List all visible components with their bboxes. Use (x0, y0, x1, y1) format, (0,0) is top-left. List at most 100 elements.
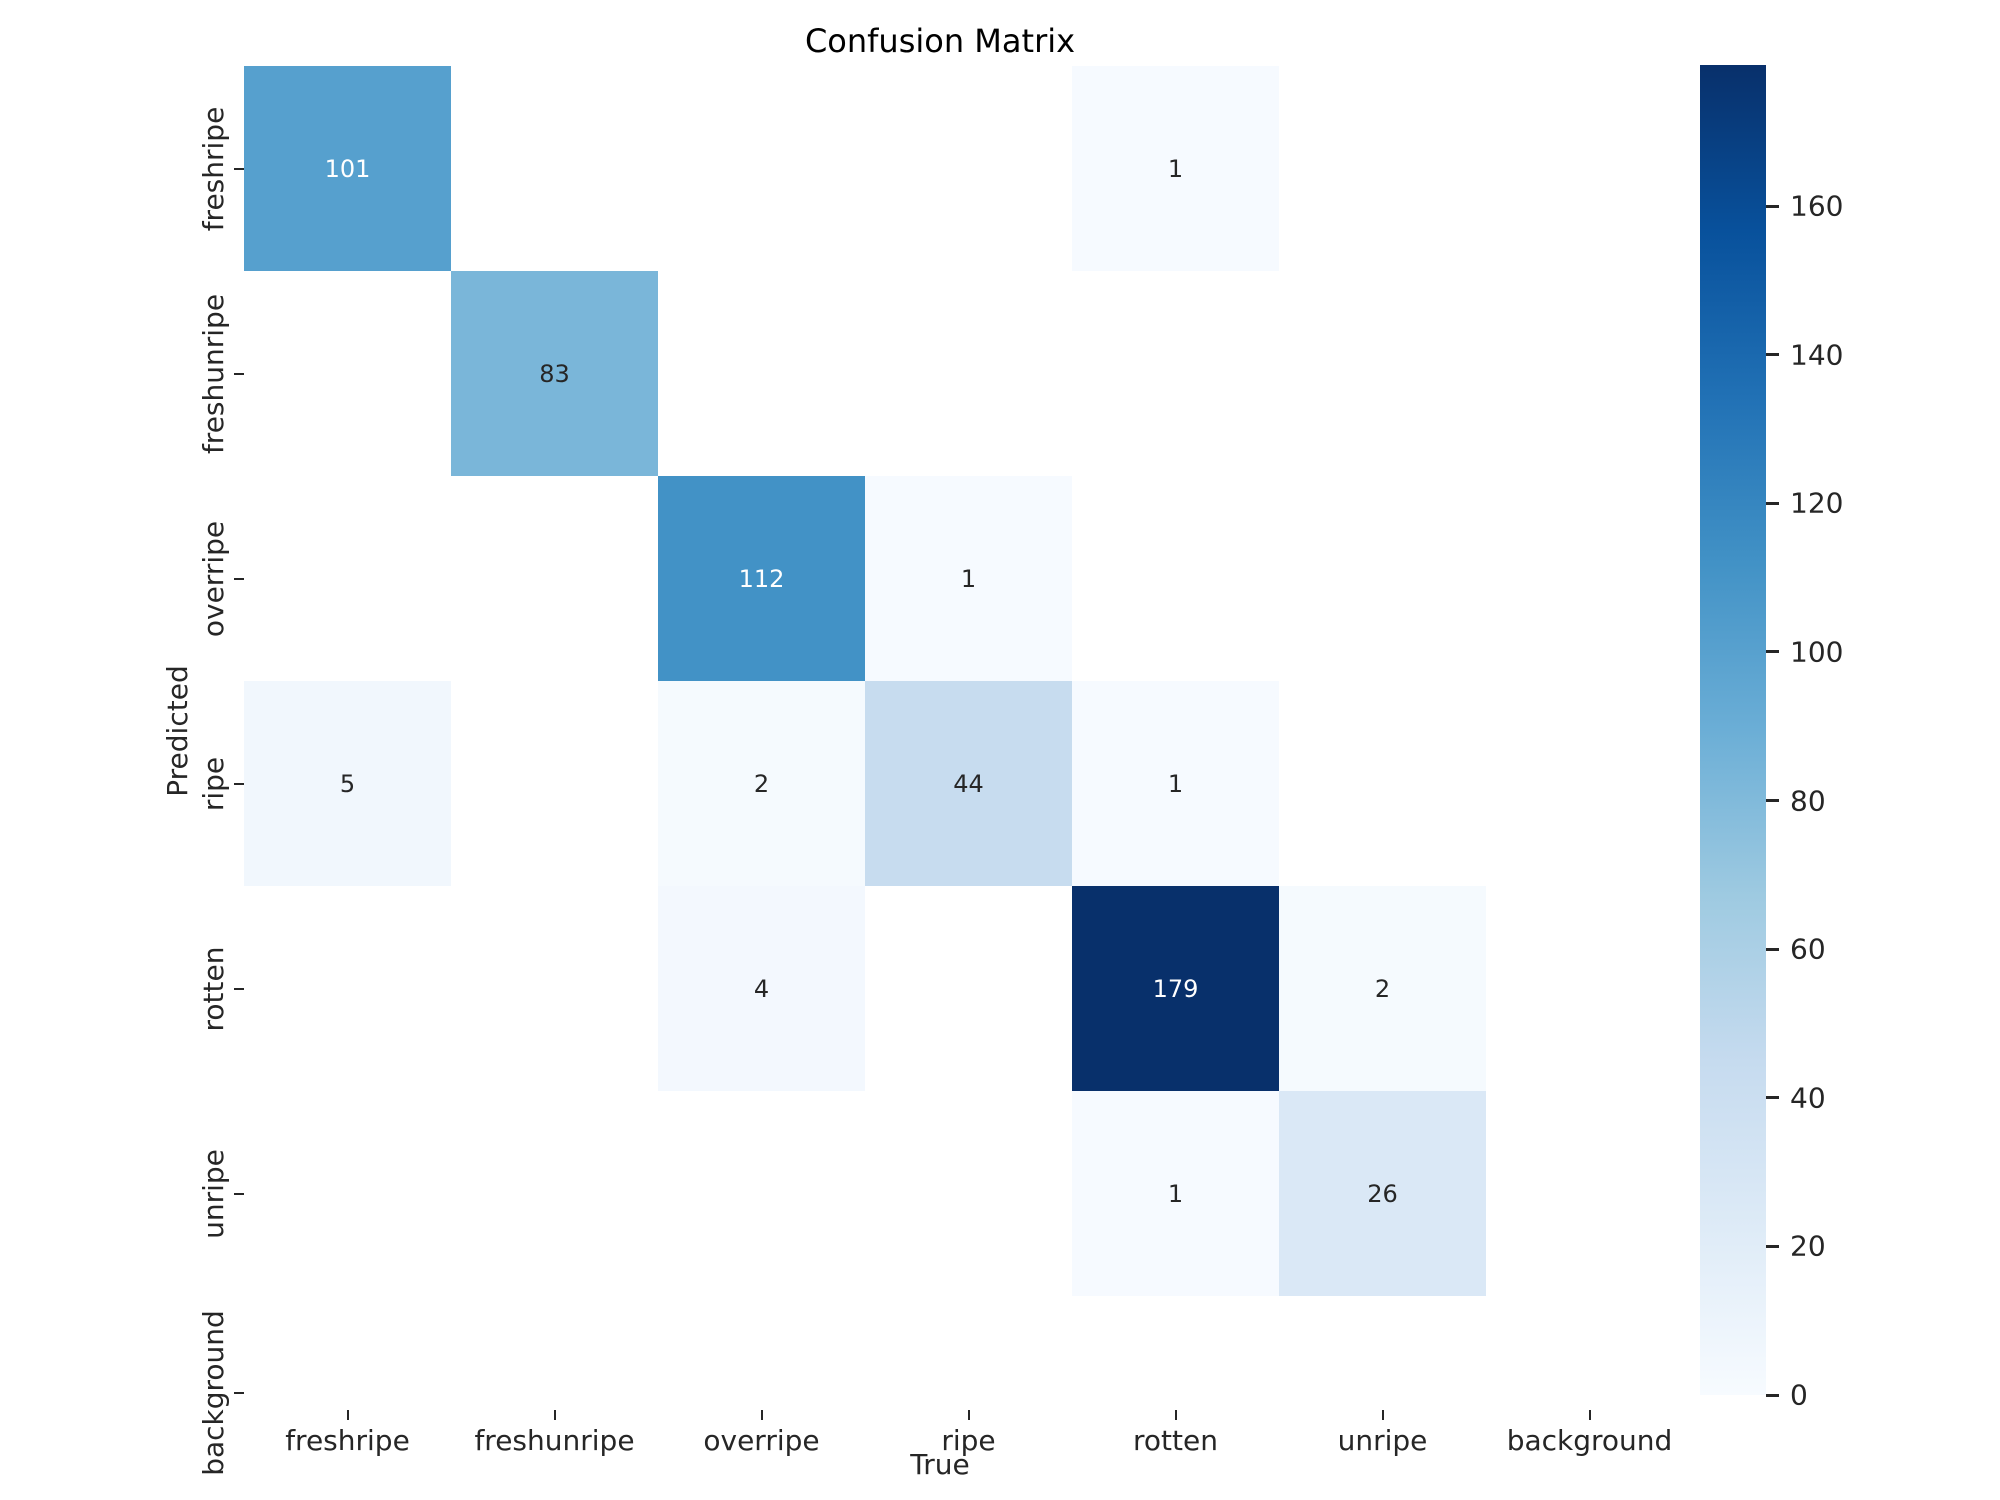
heatmap-cell-freshripe-unripe (1279, 66, 1486, 271)
y-tick-mark (234, 167, 244, 170)
heatmap-cell-unripe-freshunripe (451, 1091, 658, 1296)
cell-value: 44 (953, 769, 984, 798)
y-tick-label-background: background (197, 1310, 230, 1476)
colorbar-tick-label-80: 80 (1790, 784, 1826, 818)
heatmap-grid: 101 1 83 112 1 5 2 44 1 4 179 2 1 26 (244, 66, 1693, 1410)
colorbar (1700, 65, 1766, 1395)
heatmap-cell-overripe-freshunripe (451, 476, 658, 681)
cell-value: 1 (960, 564, 977, 593)
colorbar-tick-label-20: 20 (1790, 1229, 1826, 1263)
colorbar-tick-mark (1766, 204, 1779, 208)
x-tick-label-ripe: ripe (941, 1424, 996, 1457)
colorbar-tick-label-40: 40 (1790, 1081, 1826, 1115)
heatmap-cell-unripe-rotten: 1 (1072, 1091, 1279, 1296)
x-axis-label: True (910, 1448, 970, 1481)
x-tick-mark (1174, 1410, 1177, 1420)
colorbar-tick-label-0: 0 (1790, 1378, 1808, 1412)
heatmap-cell-ripe-background (1486, 681, 1693, 886)
colorbar-tick-mark (1766, 947, 1779, 951)
x-tick-label-overripe: overripe (703, 1424, 820, 1457)
x-tick-label-unripe: unripe (1337, 1424, 1428, 1457)
x-tick-label-background: background (1506, 1424, 1673, 1457)
y-tick-label-ripe: ripe (197, 756, 230, 811)
x-tick-mark (1381, 1410, 1384, 1420)
heatmap-cell-freshunripe-ripe (865, 271, 1072, 476)
heatmap-cell-ripe-overripe: 2 (658, 681, 865, 886)
heatmap-cell-rotten-unripe: 2 (1279, 886, 1486, 1091)
heatmap-cell-overripe-freshripe (244, 476, 451, 681)
x-tick-mark (760, 1410, 763, 1420)
x-tick-label-freshripe: freshripe (285, 1424, 410, 1457)
chart-title: Confusion Matrix (804, 22, 1076, 60)
heatmap-cell-freshunripe-overripe (658, 271, 865, 476)
heatmap-cell-unripe-overripe (658, 1091, 865, 1296)
heatmap-cell-ripe-unripe (1279, 681, 1486, 886)
heatmap-cell-freshunripe-freshripe (244, 271, 451, 476)
colorbar-tick-label-120: 120 (1790, 486, 1844, 520)
x-tick-label-freshunripe: freshunripe (474, 1424, 635, 1457)
y-tick-mark (234, 372, 244, 375)
heatmap-cell-freshunripe-freshunripe: 83 (451, 271, 658, 476)
heatmap-cell-freshripe-background (1486, 66, 1693, 271)
heatmap-cell-ripe-rotten: 1 (1072, 681, 1279, 886)
y-tick-mark (234, 1192, 244, 1195)
cell-value: 2 (753, 769, 770, 798)
colorbar-tick-mark (1766, 1393, 1779, 1397)
x-tick-label-rotten: rotten (1133, 1424, 1218, 1457)
y-tick-label-unripe: unripe (197, 1148, 230, 1239)
x-tick-mark (1588, 1410, 1591, 1420)
cell-value: 179 (1152, 974, 1199, 1003)
heatmap-cell-rotten-ripe (865, 886, 1072, 1091)
cell-value: 83 (539, 359, 570, 388)
heatmap-cell-overripe-rotten (1072, 476, 1279, 681)
y-tick-mark (234, 1392, 244, 1394)
y-tick-label-overripe: overripe (197, 520, 230, 637)
heatmap-cell-background-background (1486, 1296, 1693, 1410)
cell-value: 2 (1374, 974, 1391, 1003)
y-axis-label: Predicted (161, 665, 194, 797)
heatmap-cell-freshripe-rotten: 1 (1072, 66, 1279, 271)
heatmap-cell-freshunripe-unripe (1279, 271, 1486, 476)
heatmap-cell-rotten-freshunripe (451, 886, 658, 1091)
colorbar-tick-label-160: 160 (1790, 189, 1844, 223)
heatmap-cell-freshunripe-background (1486, 271, 1693, 476)
heatmap-cell-unripe-background (1486, 1091, 1693, 1296)
cell-value: 1 (1167, 1179, 1184, 1208)
heatmap-cell-rotten-overripe: 4 (658, 886, 865, 1091)
heatmap-cell-ripe-freshripe: 5 (244, 681, 451, 886)
heatmap-cell-background-unripe (1279, 1296, 1486, 1410)
cell-value: 1 (1167, 154, 1184, 183)
colorbar-tick-label-60: 60 (1790, 932, 1826, 966)
colorbar-tick-label-100: 100 (1790, 635, 1844, 669)
y-tick-mark (234, 987, 244, 990)
heatmap-cell-freshripe-freshripe: 101 (244, 66, 451, 271)
heatmap-cell-overripe-background (1486, 476, 1693, 681)
y-tick-label-rotten: rotten (197, 946, 230, 1031)
heatmap-cell-freshripe-overripe (658, 66, 865, 271)
heatmap-cell-rotten-rotten: 179 (1072, 886, 1279, 1091)
cell-value: 5 (339, 769, 356, 798)
cell-value: 4 (753, 974, 770, 1003)
cell-value: 1 (1167, 769, 1184, 798)
y-tick-mark (234, 577, 244, 580)
heatmap-cell-overripe-overripe: 112 (658, 476, 865, 681)
heatmap-cell-background-ripe (865, 1296, 1072, 1410)
cell-value: 26 (1367, 1179, 1398, 1208)
heatmap-cell-ripe-freshunripe (451, 681, 658, 886)
x-tick-mark (553, 1410, 556, 1420)
heatmap-cell-overripe-unripe (1279, 476, 1486, 681)
heatmap-cell-freshripe-ripe (865, 66, 1072, 271)
heatmap-cell-unripe-unripe: 26 (1279, 1091, 1486, 1296)
heatmap-cell-freshunripe-rotten (1072, 271, 1279, 476)
heatmap-cell-background-overripe (658, 1296, 865, 1410)
colorbar-tick-mark (1766, 1096, 1779, 1100)
x-tick-mark (346, 1410, 349, 1420)
heatmap-cell-unripe-freshripe (244, 1091, 451, 1296)
y-tick-mark (234, 782, 244, 785)
heatmap-cell-unripe-ripe (865, 1091, 1072, 1296)
heatmap-cell-background-rotten (1072, 1296, 1279, 1410)
heatmap-cell-freshripe-freshunripe (451, 66, 658, 271)
colorbar-tick-mark (1766, 650, 1779, 654)
y-tick-label-freshripe: freshripe (197, 106, 230, 231)
